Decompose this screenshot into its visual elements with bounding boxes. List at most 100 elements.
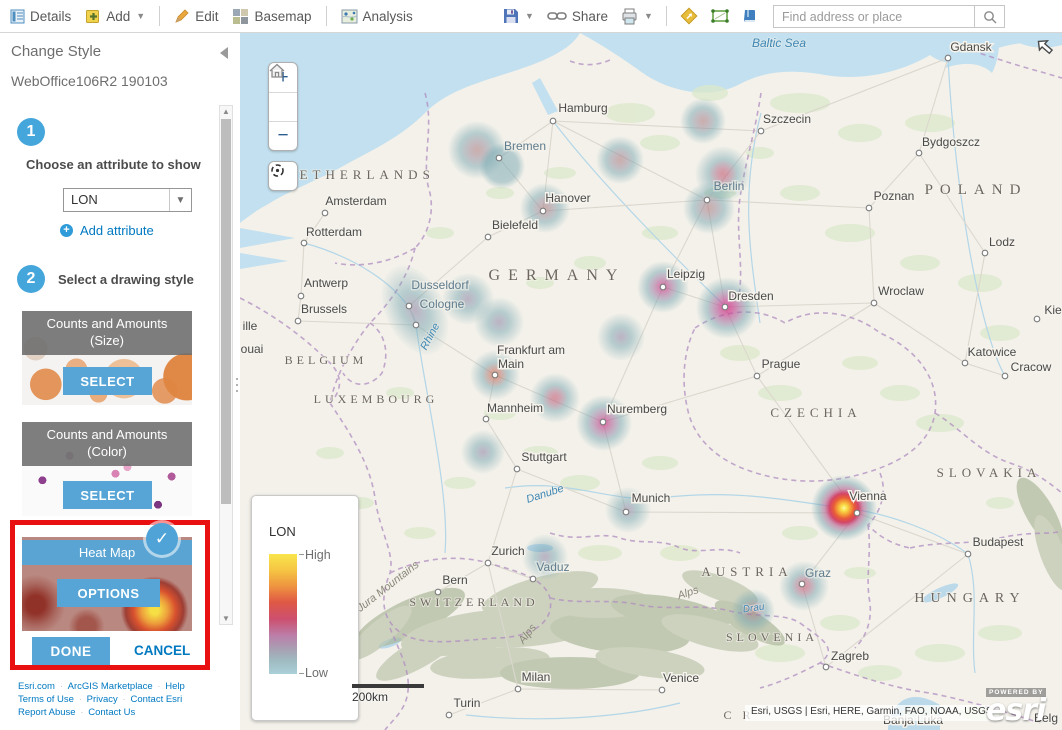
style-card-counts-color[interactable]: Counts and Amounts (Color) SELECT — [22, 422, 192, 516]
locate-icon — [271, 164, 284, 177]
city-marker — [300, 239, 308, 247]
bookmark-button[interactable] — [742, 0, 758, 32]
city-marker — [297, 292, 305, 300]
zoom-out-button[interactable]: − — [269, 121, 297, 150]
city-marker — [944, 54, 952, 62]
footer-link[interactable]: Esri.com — [18, 681, 55, 692]
city-marker — [1001, 372, 1009, 380]
search-input[interactable] — [774, 6, 974, 27]
heat-blob — [520, 183, 570, 233]
city-label: Szczecin — [763, 112, 811, 126]
zoom-control: + − — [268, 62, 298, 151]
country-label: SLOVENIA — [726, 630, 818, 644]
toolbar-divider — [325, 6, 327, 26]
analysis-button[interactable]: Analysis — [341, 0, 413, 32]
city-marker — [434, 588, 442, 596]
panel-scrollbar[interactable]: ▲ ▼ — [219, 105, 233, 625]
country-label: BELGIUM — [285, 353, 368, 367]
panel-collapse-icon[interactable] — [220, 47, 228, 59]
water-label: Baltic Sea — [752, 36, 806, 50]
edit-button[interactable]: Edit — [174, 0, 218, 32]
footer-link[interactable]: ArcGIS Marketplace — [67, 681, 153, 692]
top-toolbar: Details Add ▼ Edit Basemap Analysis ▼ Sha… — [0, 0, 1062, 33]
city-marker — [721, 303, 729, 311]
chevron-down-icon: ▼ — [169, 189, 191, 211]
details-label: Details — [30, 8, 72, 24]
heat-blob — [474, 297, 524, 347]
city-marker — [482, 415, 490, 423]
add-attribute-link[interactable]: + Add attribute — [60, 223, 154, 238]
city-marker — [294, 317, 302, 325]
city-marker — [484, 233, 492, 241]
city-label: Bydgoszcz — [922, 135, 980, 149]
add-button[interactable]: Add ▼ — [85, 0, 145, 32]
country-label: AUSTRIA — [701, 564, 792, 579]
heat-blob — [522, 534, 568, 580]
style-card-counts-size[interactable]: Counts and Amounts (Size) SELECT — [22, 311, 192, 405]
directions-button[interactable] — [680, 0, 698, 32]
home-button[interactable] — [269, 63, 297, 121]
city-label: Mannheim — [487, 401, 543, 415]
panel-resize-handle[interactable] — [236, 378, 239, 392]
city-label: Cracow — [1011, 360, 1052, 374]
modify-map-arrow-icon[interactable] — [1033, 37, 1057, 61]
done-button[interactable]: DONE — [32, 637, 110, 666]
analysis-label: Analysis — [362, 8, 413, 24]
city-marker — [915, 149, 923, 157]
city-marker — [853, 509, 861, 517]
footer-link[interactable]: Contact Us — [88, 707, 136, 718]
city-marker — [757, 127, 765, 135]
basemap-button[interactable]: Basemap — [232, 0, 312, 32]
footer-link[interactable]: Help — [165, 681, 185, 692]
country-label: SLOVAKIA — [937, 465, 1042, 480]
country-label: GERMANY — [489, 267, 626, 284]
city-label: Milan — [522, 670, 551, 684]
city-label: Main — [498, 357, 524, 371]
find-my-location-button[interactable] — [268, 161, 298, 191]
city-marker — [529, 575, 537, 583]
city-marker — [321, 209, 329, 217]
city-marker — [798, 580, 806, 588]
save-button[interactable]: ▼ — [503, 0, 534, 32]
heat-blob — [683, 182, 735, 234]
print-button[interactable]: ▼ — [621, 0, 653, 32]
footer-link[interactable]: Report Abuse — [18, 707, 76, 718]
zoom-in-button[interactable]: + — [277, 66, 289, 88]
city-label: Dusseldorf — [411, 278, 469, 292]
attribute-dropdown[interactable]: LON ▼ — [63, 188, 192, 212]
city-marker — [539, 207, 547, 215]
measure-button[interactable] — [711, 0, 729, 32]
scroll-up-icon[interactable]: ▲ — [222, 107, 230, 116]
heat-blob — [597, 313, 645, 361]
share-label: Share — [571, 8, 608, 24]
city-label: Vienna — [849, 489, 886, 503]
change-style-panel: Change Style WebOffice106R2 190103 1 Cho… — [0, 33, 240, 730]
share-button[interactable]: Share — [547, 0, 608, 32]
scroll-down-icon[interactable]: ▼ — [222, 614, 230, 623]
powered-by-label: POWERED BY — [986, 688, 1047, 697]
scrollbar-thumb[interactable] — [221, 119, 231, 504]
options-button[interactable]: OPTIONS — [57, 579, 160, 607]
details-button[interactable]: Details — [10, 0, 71, 32]
attribute-dropdown-value: LON — [71, 192, 98, 207]
footer-link[interactable]: Terms of Use — [18, 694, 74, 705]
footer-link[interactable]: Contact Esri — [130, 694, 183, 705]
city-label: ouai — [241, 342, 264, 356]
city-label: Graz — [805, 566, 831, 580]
city-marker — [703, 196, 711, 204]
select-size-button[interactable]: SELECT — [63, 367, 152, 395]
city-label: ille — [243, 319, 258, 333]
footer-link[interactable]: Privacy — [86, 694, 118, 705]
city-marker — [658, 686, 666, 694]
bookmark-book-icon — [743, 10, 755, 22]
country-label: SWITZERLAND — [409, 595, 538, 609]
select-color-button[interactable]: SELECT — [63, 481, 152, 509]
cancel-button[interactable]: CANCEL — [134, 643, 191, 658]
style-card-title: Counts and Amounts (Size) — [22, 311, 192, 355]
city-label: Budapest — [973, 535, 1024, 549]
map-canvas[interactable]: NETHERLANDS GERMANY BELGIUM LUXEMBOURG POLAN… — [240, 33, 1062, 730]
search-button[interactable] — [974, 6, 1004, 27]
basemap[interactable]: NETHERLANDS GERMANY BELGIUM LUXEMBOURG POLAN… — [240, 33, 1062, 730]
details-icon — [10, 9, 25, 23]
legend-gradient-bar — [269, 554, 297, 674]
